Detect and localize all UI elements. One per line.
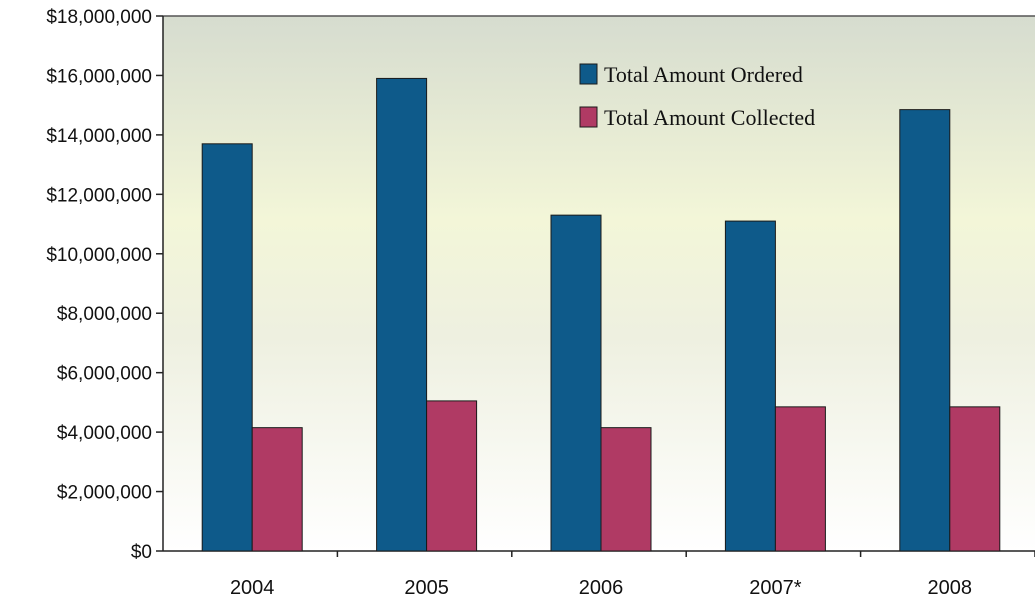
bar-collected-2008	[949, 406, 1001, 552]
y-tick-label: $16,000,000	[46, 66, 152, 87]
bars-group	[201, 77, 1001, 552]
y-tick-label: $6,000,000	[57, 364, 152, 385]
bar-ordered-2005	[376, 77, 428, 552]
x-category-label: 2008	[928, 577, 973, 599]
legend: Total Amount Ordered Total Amount Collect…	[579, 62, 815, 130]
y-tick-label: $8,000,000	[57, 304, 152, 325]
y-tick-label: $4,000,000	[57, 423, 152, 444]
y-tick-label: $12,000,000	[46, 185, 152, 206]
x-category-label: 2004	[230, 577, 275, 599]
legend-label: Total Amount Ordered	[604, 62, 803, 87]
legend-label: Total Amount Collected	[604, 105, 815, 130]
x-category-label: 2007*	[749, 577, 801, 599]
y-tick-label: $10,000,000	[46, 245, 152, 266]
y-tick-label: $0	[131, 542, 152, 563]
x-category-label: 2006	[579, 577, 624, 599]
bar-ordered-2006	[550, 214, 602, 552]
bar-collected-2004	[251, 427, 303, 552]
bar-ordered-2007	[724, 220, 776, 552]
bar-collected-2005	[426, 400, 478, 552]
legend-swatch	[579, 63, 598, 85]
y-tick-label: $2,000,000	[57, 483, 152, 504]
x-category-label: 2005	[404, 577, 449, 599]
bar-ordered-2004	[201, 143, 253, 552]
bar-collected-2006	[600, 427, 652, 552]
y-tick-label: $14,000,000	[46, 126, 152, 147]
y-axis-ticks: $0 $2,000,000 $4,000,000 $6,000,000 $8,000,0…	[46, 7, 163, 563]
bar-collected-2007	[774, 406, 826, 552]
x-axis-labels: 2004 2005 2006 2007* 2008	[230, 551, 1035, 599]
y-tick-label: $18,000,000	[46, 7, 152, 28]
bar-ordered-2008	[899, 109, 951, 552]
legend-swatch	[579, 106, 598, 128]
